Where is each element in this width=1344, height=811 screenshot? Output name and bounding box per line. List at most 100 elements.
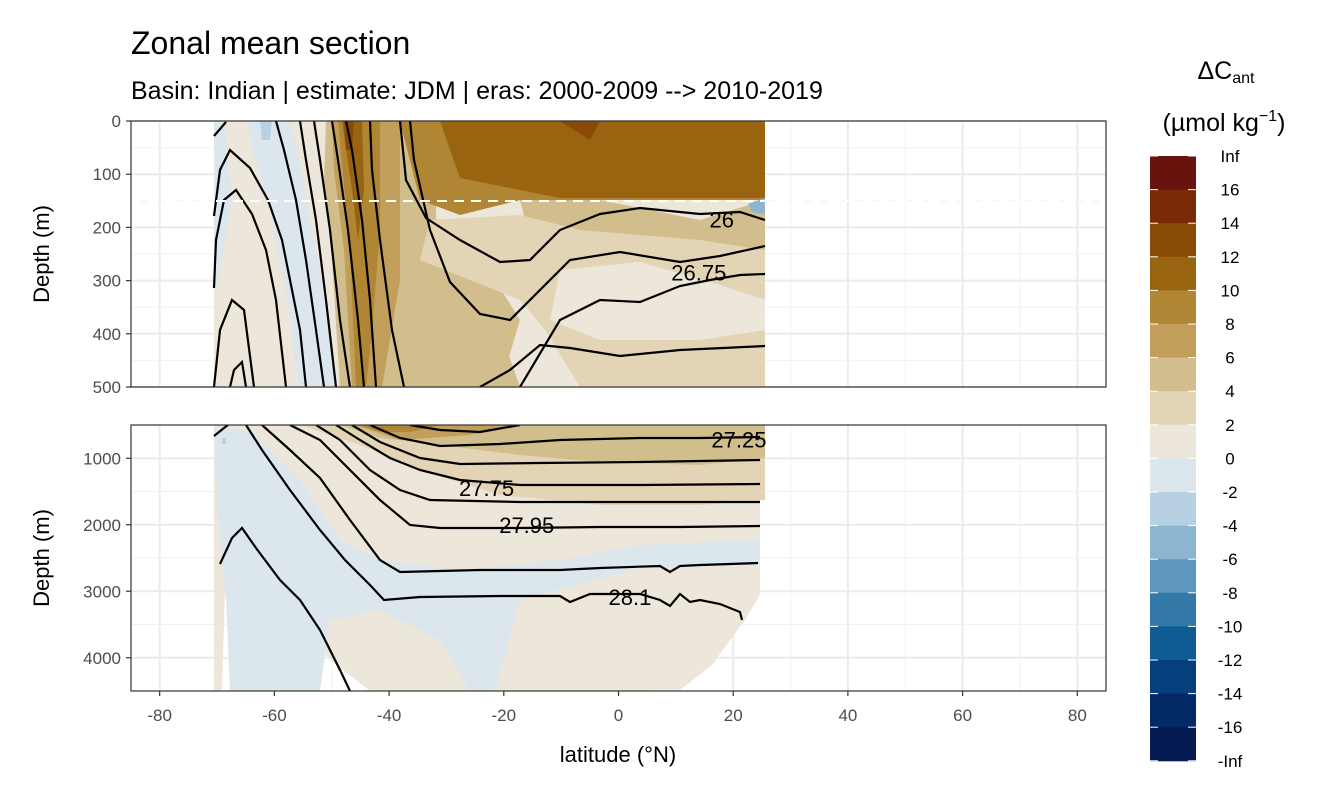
y-tick-label: 300 xyxy=(93,272,121,291)
isopycnal-line xyxy=(351,425,761,466)
lower-isopycnals xyxy=(213,425,761,691)
field-negative-south xyxy=(214,121,338,387)
legend-break-label: -2 xyxy=(1222,483,1237,502)
y-tick-label: 500 xyxy=(93,378,121,397)
isopycnal-labels: 26 26.75 27.25 27.75 27.95 28.1 xyxy=(459,207,766,610)
legend-units: (µmol kg−1) xyxy=(1163,108,1286,137)
y-tick-label: 400 xyxy=(93,325,121,344)
legend-swatch xyxy=(1150,156,1196,191)
upper-isopycnals xyxy=(212,121,766,387)
y-axis-title-lower: Depth (m) xyxy=(29,509,54,607)
x-tick-label: -20 xyxy=(492,706,517,725)
field-surface-12 xyxy=(560,121,600,140)
legend-colorbar xyxy=(1150,155,1196,762)
isopycnal-line xyxy=(274,121,326,387)
isopycnal-label: 27.75 xyxy=(459,476,514,501)
legend-title-sub: ant xyxy=(1232,70,1255,87)
legend-units-sup: −1 xyxy=(1259,108,1277,125)
isopycnal-label: 27.95 xyxy=(499,513,554,538)
y-tick-label: 100 xyxy=(93,165,121,184)
isopycnal-label: 27.25 xyxy=(711,428,766,453)
legend-break-label: Inf xyxy=(1221,147,1240,166)
x-tick-label: 80 xyxy=(1068,706,1087,725)
color-legend: ΔCant (µmol kg−1) Inf 16 14 12 10 8 6 4 2 0 -2 -4 -6… xyxy=(1150,57,1285,771)
y-tick-label: 4000 xyxy=(83,649,121,668)
chart-subtitle: Basin: Indian | estimate: JDM | eras: 20… xyxy=(131,77,823,105)
legend-break-label: -4 xyxy=(1222,517,1237,536)
isopycnal-line xyxy=(228,359,248,387)
isopycnal-label: 26 xyxy=(709,207,733,232)
isopycnal-line xyxy=(398,121,766,264)
legend-swatch xyxy=(1150,492,1196,527)
legend-break-label: -16 xyxy=(1218,718,1243,737)
isopycnal-line xyxy=(409,425,521,434)
legend-break-label: -12 xyxy=(1218,651,1243,670)
upper-panel: 0 100 200 300 400 500 xyxy=(93,112,1107,397)
field-front-8 xyxy=(338,121,380,387)
isopycnal-label: 26.75 xyxy=(671,261,726,286)
y-tick-label: 200 xyxy=(93,218,121,237)
isopycnal-line xyxy=(212,188,288,387)
legend-break-label: 12 xyxy=(1221,248,1240,267)
legend-swatch xyxy=(1150,727,1196,762)
upper-y-axis: 0 100 200 300 400 500 xyxy=(93,112,131,397)
x-axis: -80 -60 -40 -20 0 20 40 60 80 xyxy=(147,691,1087,725)
legend-swatch xyxy=(1150,189,1196,224)
legend-swatch xyxy=(1150,357,1196,392)
field-negative-south-3 xyxy=(260,121,272,140)
lower-y-axis: 1000 2000 3000 4000 xyxy=(83,449,131,668)
x-tick-label: 60 xyxy=(953,706,972,725)
legend-break-label: 6 xyxy=(1225,349,1234,368)
legend-swatch xyxy=(1150,559,1196,594)
legend-swatch xyxy=(1150,458,1196,493)
isopycnal-line xyxy=(298,121,338,387)
isopycnal-line xyxy=(335,425,761,487)
isopycnal-line xyxy=(315,425,760,504)
x-tick-label: -80 xyxy=(147,706,172,725)
y-axis-title-upper: Depth (m) xyxy=(29,205,54,303)
legend-break-label: 8 xyxy=(1225,315,1234,334)
legend-break-label: 2 xyxy=(1225,416,1234,435)
legend-break-label: 16 xyxy=(1221,181,1240,200)
isopycnal-line xyxy=(261,425,759,574)
isopycnal-line xyxy=(519,272,766,387)
isopycnal-line xyxy=(213,121,227,137)
isopycnal-line xyxy=(213,425,229,437)
isopycnal-line xyxy=(245,425,744,621)
legend-swatch xyxy=(1150,256,1196,291)
isopycnal-line xyxy=(289,425,761,530)
legend-swatch xyxy=(1150,693,1196,728)
y-tick-label: 1000 xyxy=(83,449,121,468)
field-surface-10 xyxy=(440,121,765,198)
field-deep-blue-dot xyxy=(222,438,226,444)
legend-title-main: ΔC xyxy=(1197,57,1232,85)
legend-break-label: -Inf xyxy=(1218,752,1243,771)
legend-break-label: 0 xyxy=(1225,449,1234,468)
legend-swatch xyxy=(1150,424,1196,459)
legend-break-label: -14 xyxy=(1218,685,1243,704)
field-mid-0 xyxy=(550,262,765,340)
y-tick-label: 3000 xyxy=(83,582,121,601)
y-tick-label: 2000 xyxy=(83,516,121,535)
legend-swatch xyxy=(1150,391,1196,426)
legend-break-label: 14 xyxy=(1221,214,1240,233)
legend-units-post: ) xyxy=(1277,109,1285,137)
x-tick-label: -40 xyxy=(377,706,402,725)
isopycnal-line xyxy=(330,121,366,387)
isopycnal-line xyxy=(368,121,406,387)
isopycnal-line xyxy=(212,298,256,387)
isopycnal-line xyxy=(344,121,378,387)
legend-break-label: -6 xyxy=(1222,550,1237,569)
legend-swatch xyxy=(1150,592,1196,627)
legend-swatch xyxy=(1150,525,1196,560)
x-tick-label: 0 xyxy=(614,706,623,725)
isopycnal-line xyxy=(408,121,766,322)
field-front-10 xyxy=(342,121,364,240)
legend-swatch xyxy=(1150,660,1196,695)
legend-break-label: -10 xyxy=(1218,617,1243,636)
field-mid-4c xyxy=(420,300,520,387)
legend-swatch xyxy=(1150,626,1196,661)
lower-panel-field xyxy=(214,425,765,691)
upper-panel-border xyxy=(130,120,1107,388)
